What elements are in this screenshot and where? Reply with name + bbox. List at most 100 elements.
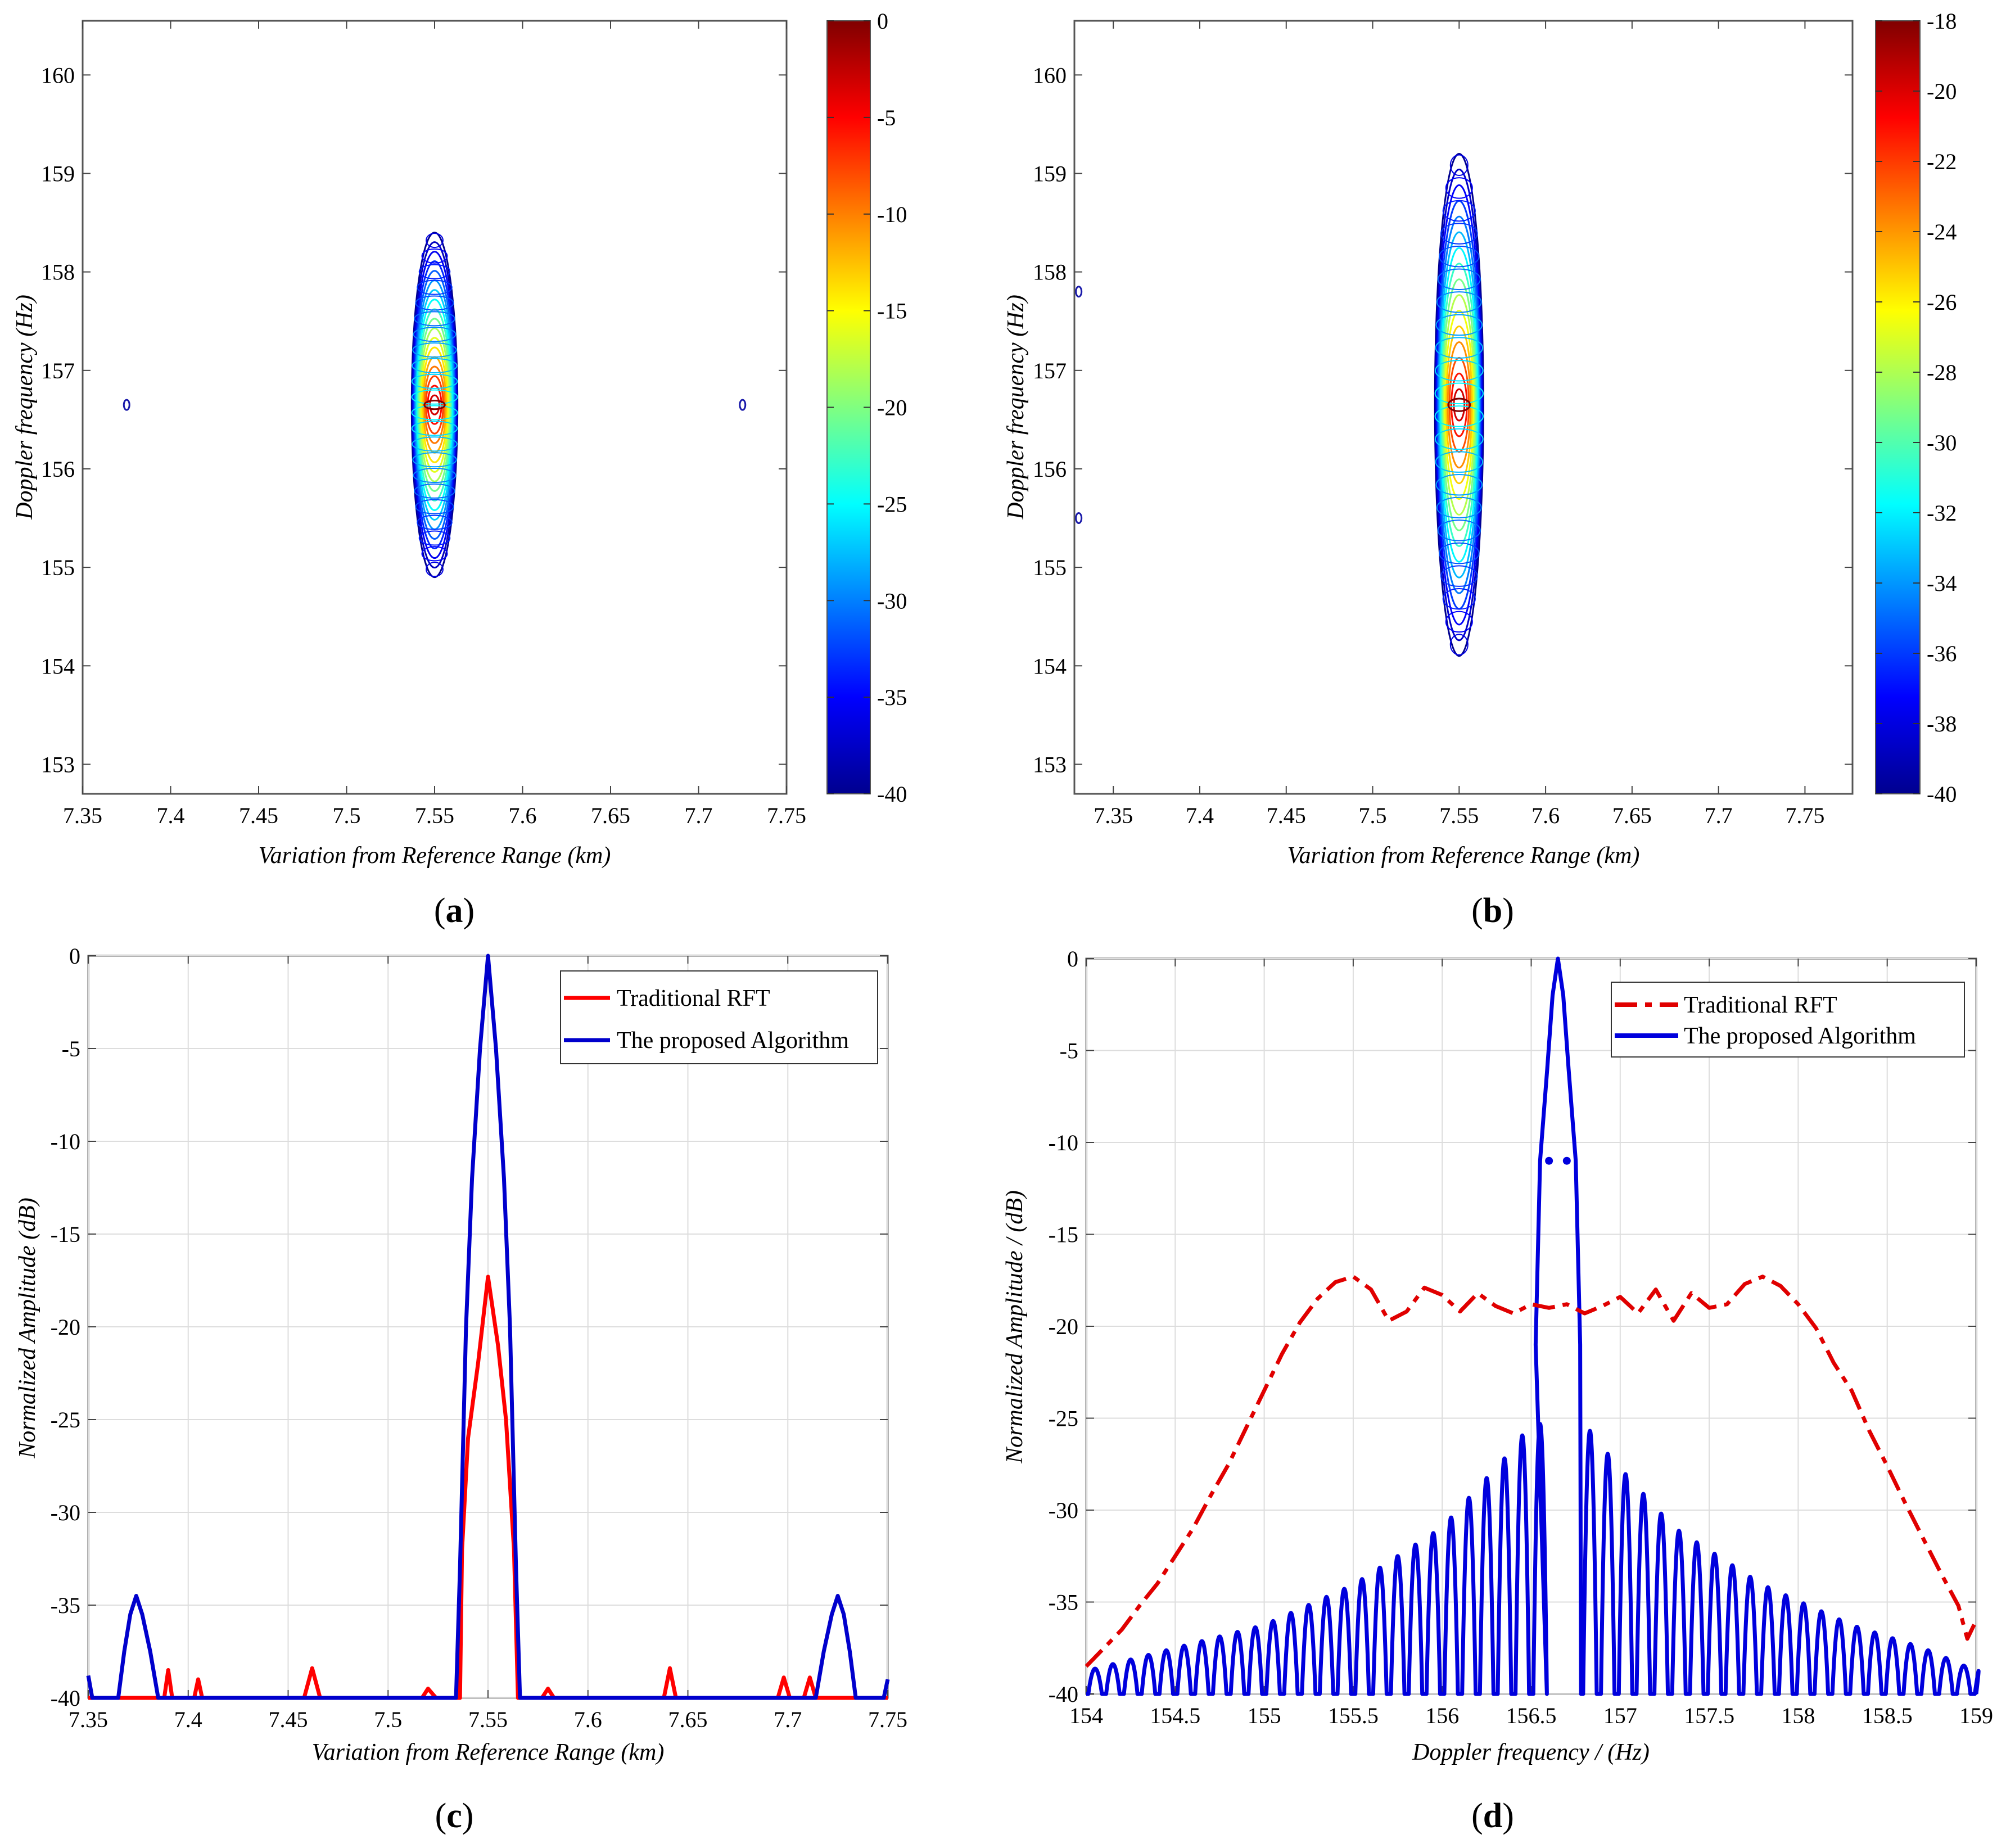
panel-d-xtick-label: 155.5 — [1328, 1703, 1379, 1728]
panel-a-colorbar-label: 0 — [877, 8, 888, 34]
panel-d-xtick-label: 154 — [1069, 1703, 1103, 1728]
panel-b-contour-ripple — [1440, 565, 1478, 587]
panel-c-letter: c — [446, 1797, 462, 1835]
panel-d-legend-traditional-rft: Traditional RFT — [1684, 992, 1837, 1018]
panel-a-xtick-label: 7.55 — [415, 803, 454, 828]
panel-a-contour-ripple — [412, 436, 458, 452]
panel-a-colorbar-label: -20 — [877, 395, 907, 421]
panel-b-ytick-label: 155 — [1033, 555, 1067, 580]
panel-c-xlabel: Variation from Reference Range (km) — [312, 1739, 665, 1765]
panel-b-contour-ripple — [1442, 200, 1476, 222]
panel-b-colorbar-label: -34 — [1927, 571, 1957, 596]
panel-b-ytick-label: 157 — [1033, 358, 1067, 383]
panel-a-xtick-label: 7.65 — [591, 803, 630, 828]
panel-b-xtick-label: 7.6 — [1531, 803, 1560, 828]
panel-c-ylabel: Normalized Amplitude (dB) — [15, 1198, 40, 1459]
panel-b-ytick-label: 156 — [1033, 457, 1067, 482]
panel-a-contour-ripple — [415, 295, 454, 311]
panel-a-contour-ring — [421, 346, 448, 463]
panel-c-ytick-label: 0 — [69, 943, 80, 969]
panel-d-xtick-label: 155 — [1248, 1703, 1281, 1728]
panel-a-xtick-label: 7.7 — [685, 803, 713, 828]
panel-a-ytick-label: 156 — [41, 457, 75, 482]
panel-a-contour-ring — [417, 308, 452, 501]
panel-a-xtick-label: 7.45 — [239, 803, 278, 828]
panel-c-ytick-label: -35 — [51, 1593, 80, 1618]
panel-b-contour-ripple — [1449, 154, 1469, 177]
panel-d-ytick-label: -25 — [1049, 1406, 1078, 1431]
panel-d-xlabel: Doppler frequency / (Hz) — [1412, 1739, 1650, 1765]
panel-c-legend: Traditional RFT The proposed Algorithm — [560, 970, 878, 1064]
panel-b-ytick-label: 159 — [1033, 161, 1067, 186]
panel-a-contour-ripple — [411, 373, 458, 389]
panel-b-contour-ring — [1438, 231, 1480, 579]
panel-b-xlabel: Variation from Reference Range (km) — [1287, 843, 1640, 869]
panel-b-xtick-label: 7.35 — [1094, 803, 1133, 828]
panel-a-contour-ripple — [414, 311, 455, 327]
panel-a-ytick-label: 154 — [41, 653, 75, 679]
panel-b-contour-ripple — [1437, 268, 1481, 291]
panel-d-xtick-label: 157 — [1603, 1703, 1637, 1728]
panel-b-colorbar-label: -24 — [1927, 219, 1957, 245]
panel-a-contour-core — [423, 399, 446, 410]
panel-d-legend: Traditional RFT The proposed Algorithm — [1611, 982, 1965, 1058]
panel-b-contour-ring — [1435, 184, 1483, 626]
panel-d-label: (d) — [1471, 1797, 1514, 1835]
panel-c-legend-traditional-rft: Traditional RFT — [617, 986, 770, 1011]
panel-b-colorbar-label: -38 — [1927, 711, 1957, 737]
panel-a-contour-ring — [425, 375, 444, 435]
panel-b-contour-ring — [1434, 152, 1484, 657]
panel-c-ytick-label: -20 — [51, 1314, 80, 1340]
panel-c-xtick-label: 7.75 — [868, 1707, 907, 1732]
panel-a-minor-spot — [123, 399, 130, 411]
panel-a-minor-spot — [739, 399, 747, 411]
panel-b-contour-ripple — [1435, 473, 1483, 496]
panel-b-contour-ring — [1438, 215, 1481, 594]
panel-a-contour-ripple — [411, 421, 458, 436]
panel-a-colorbar-label: -10 — [877, 202, 907, 227]
panel-b-contour-ripple — [1435, 314, 1483, 336]
panel-b-contour-ring — [1453, 388, 1466, 422]
panel-c-xtick-label: 7.6 — [574, 1707, 602, 1732]
panel-b-colorbar-label: -18 — [1927, 8, 1957, 34]
panel-d-ytick-label: -5 — [1060, 1038, 1078, 1064]
panel-a-contour-ripple — [414, 483, 455, 499]
panel-c-xtick-label: 7.4 — [174, 1707, 202, 1732]
panel-d-legend-box — [1611, 982, 1965, 1058]
panel-d-xtick-label: 158 — [1781, 1703, 1815, 1728]
panel-a-colorbar-label: -25 — [877, 491, 907, 517]
panel-d-legend-proposed-algorithm: The proposed Algorithm — [1684, 1023, 1916, 1049]
panel-d-xtick-label: 157.5 — [1684, 1703, 1734, 1728]
panel-b-colorbar-label: -40 — [1927, 781, 1957, 807]
panel-b-label: (b) — [1471, 892, 1514, 930]
panel-a-label: (a) — [434, 892, 475, 930]
panel-a-contour-ripple — [411, 389, 458, 405]
panel-b-contour-ripple — [1434, 405, 1484, 427]
panel-c-ytick-label: -30 — [51, 1500, 80, 1525]
panel-b-contour-ripple — [1434, 382, 1484, 405]
panel-b-contour-ring — [1435, 168, 1484, 641]
panel-b-minor-spot — [1075, 286, 1083, 298]
panel-b-ytick-label: 160 — [1033, 62, 1067, 88]
panel-b-contour-ripple — [1439, 542, 1480, 564]
panel-b-plot-frame — [1073, 20, 1854, 795]
panel-a-contour-ripple — [421, 248, 448, 264]
panel-a-contour-ripple — [412, 358, 458, 373]
panel-a-ytick-label: 153 — [41, 752, 75, 777]
panel-d-ytick-label: -35 — [1049, 1590, 1078, 1615]
panel-b-contour-ripple — [1435, 337, 1484, 359]
panel-c-ytick-label: -5 — [62, 1036, 80, 1061]
panel-a: 7.35 7.4 7.45 7.5 7.55 7.6 7.65 7.7 7.75 153 154 15… — [12, 8, 907, 930]
panel-a-xtick-label: 7.6 — [509, 803, 537, 828]
panel-a-contour-ring — [416, 299, 453, 511]
panel-b-contour-ripple — [1440, 223, 1478, 245]
panel-b-xtick-label: 7.7 — [1705, 803, 1733, 828]
panel-b-contour-ripple — [1442, 588, 1476, 610]
panel-a-colorbar-label: -40 — [877, 781, 907, 807]
panel-a-ytick-label: 157 — [41, 358, 75, 383]
panel-a-ytick-label: 155 — [41, 555, 75, 580]
panel-a-contour-ripple — [421, 546, 448, 562]
panel-c-xtick-label: 7.65 — [668, 1707, 708, 1732]
panel-c-xtick-label: 7.7 — [774, 1707, 802, 1732]
